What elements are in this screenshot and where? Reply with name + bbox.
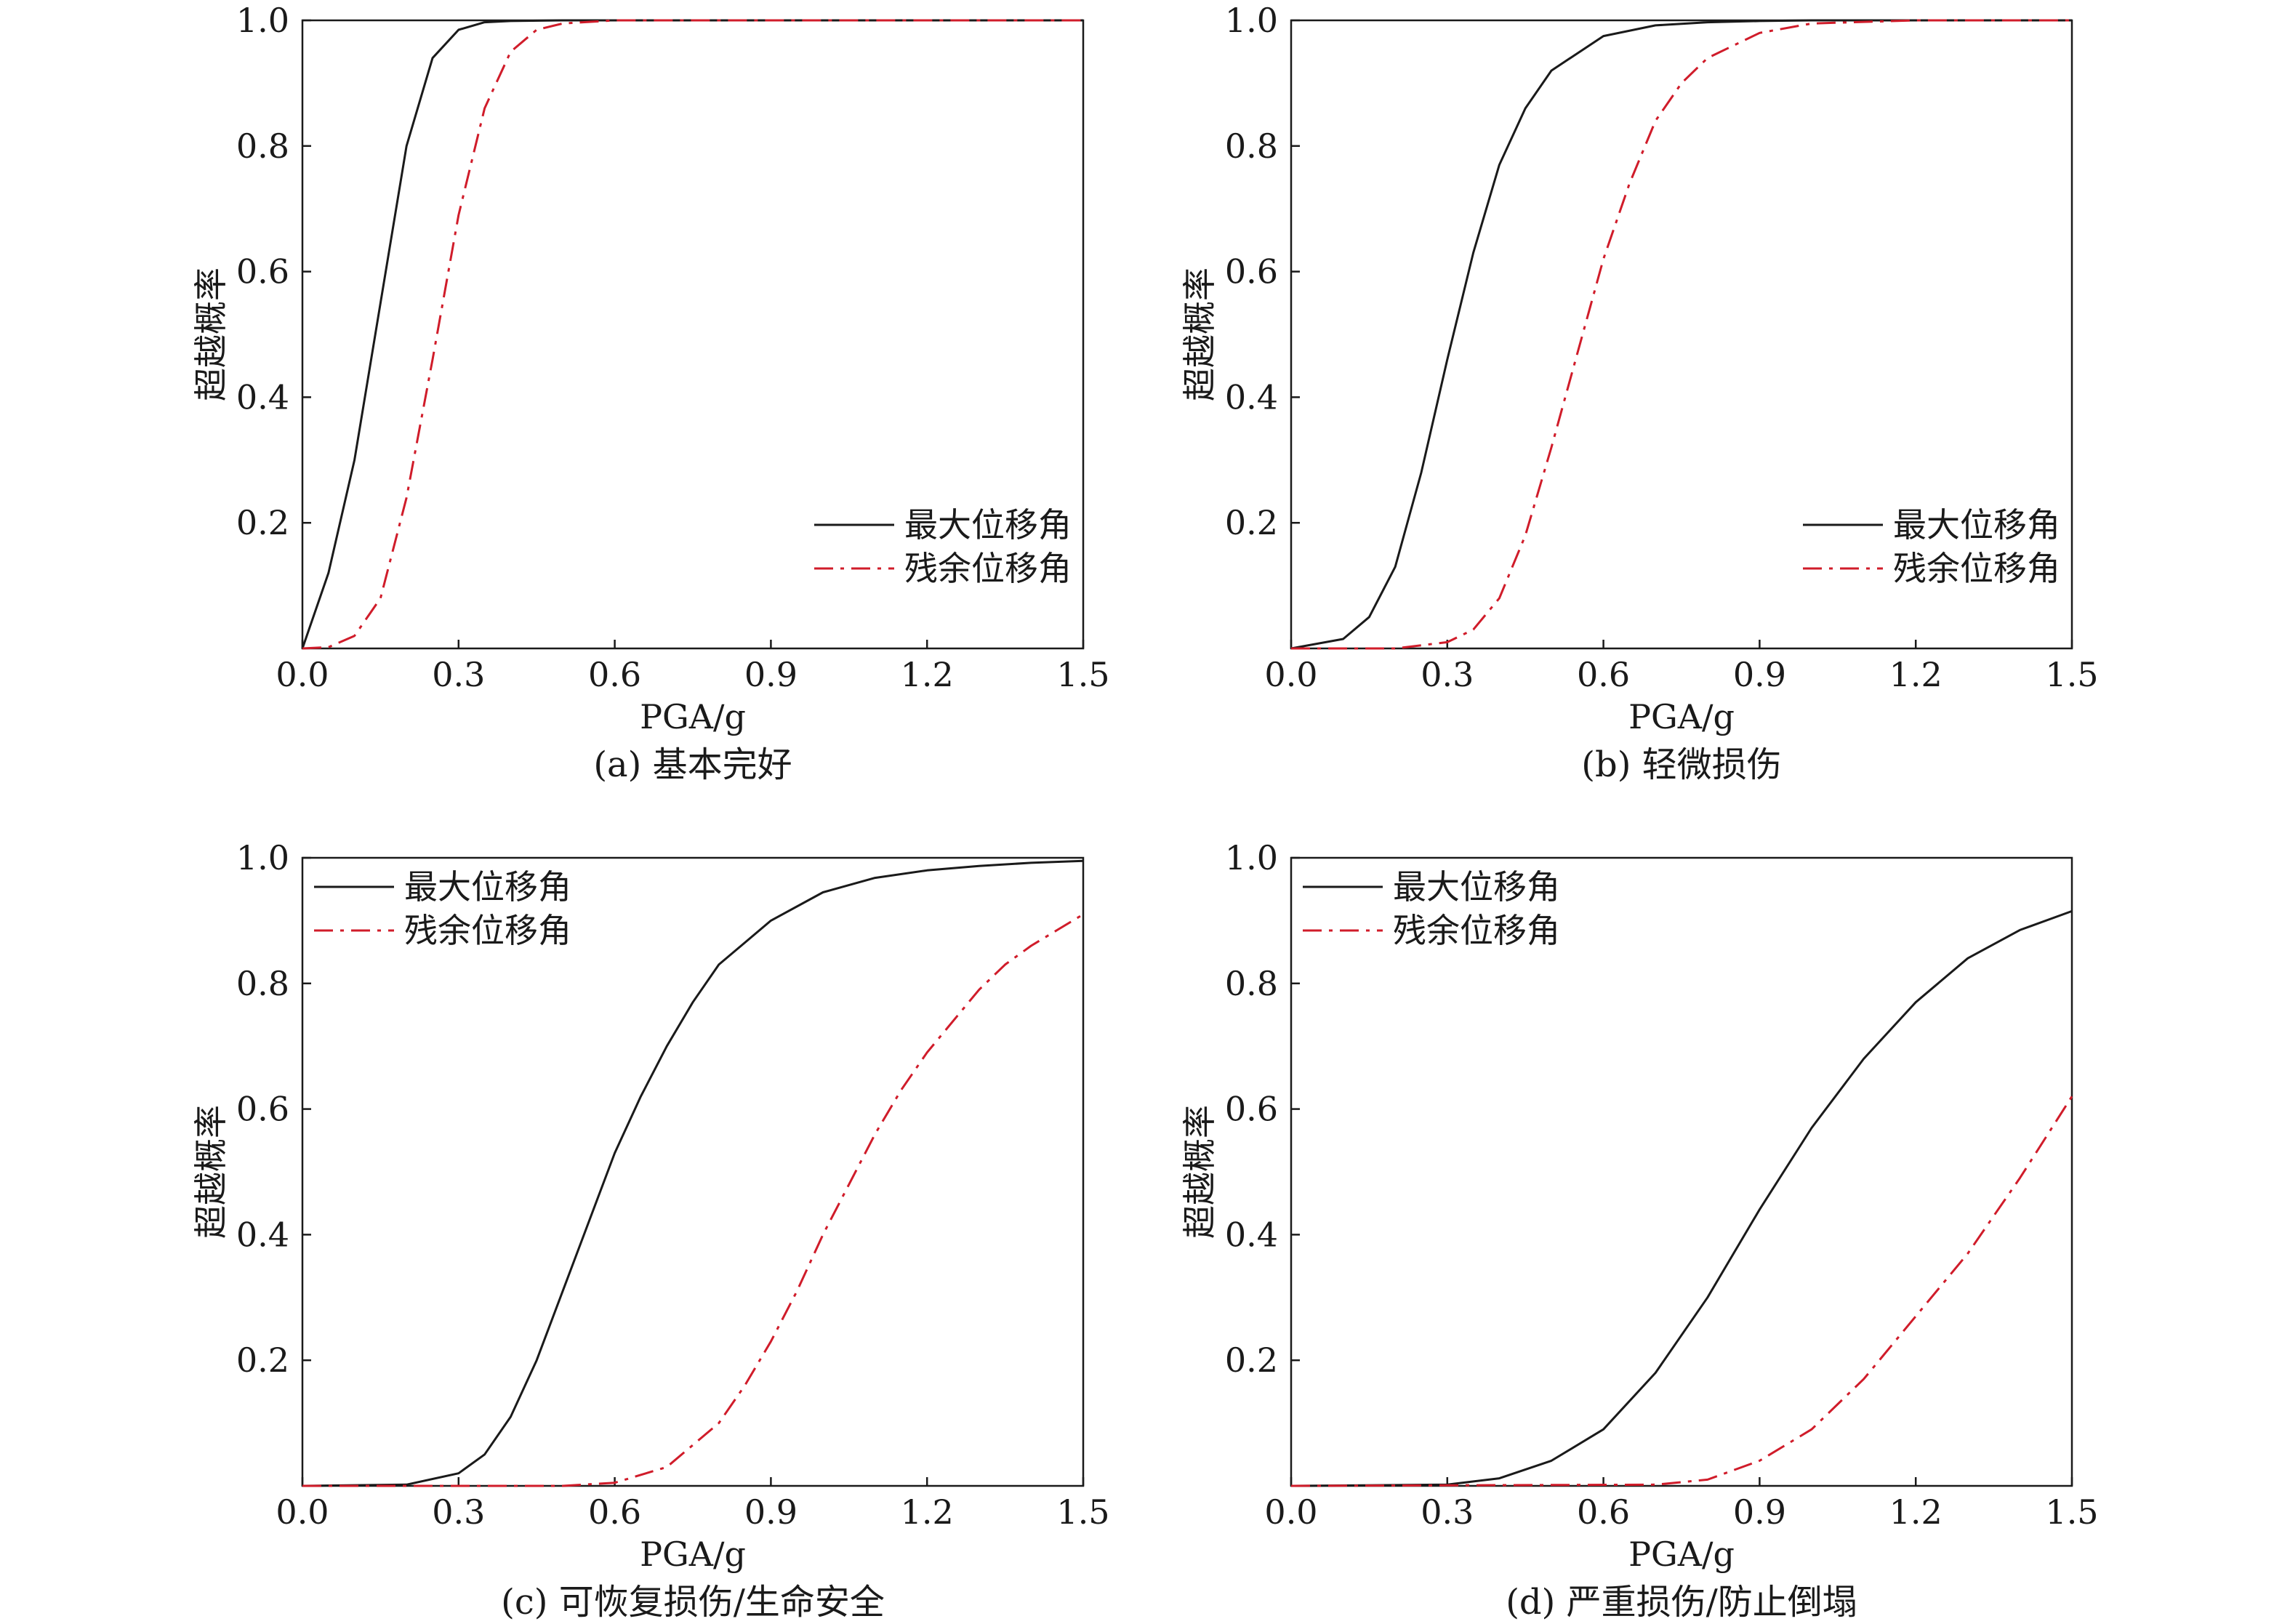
- x-tick-label: 1.2: [1889, 1492, 1943, 1532]
- x-tick-label: 0.0: [1264, 1492, 1317, 1532]
- x-tick-label: 1.2: [1889, 655, 1943, 694]
- legend-label-2: 残余位移角: [1393, 911, 1560, 950]
- series-line-2: [302, 19, 1083, 650]
- x-axis-label: PGA/g: [1628, 1535, 1735, 1574]
- chart-panel-3: 0.0 0.3 0.6 0.9 1.2 1.5 0.2 0.4 0.6 0.8 1.0 PGA/g 超越…: [191, 838, 1110, 1623]
- legend-label-1: 最大位移角: [1893, 505, 2060, 544]
- x-tick-label: 1.5: [2045, 1492, 2098, 1532]
- y-tick-label: 1.0: [236, 838, 289, 877]
- plot-frame: [1290, 856, 2073, 1487]
- x-tick-label: 0.9: [744, 655, 798, 694]
- legend-label-1: 最大位移角: [404, 867, 571, 907]
- x-tick-label: 0.9: [1733, 1492, 1786, 1532]
- legend-label-1: 最大位移角: [1393, 867, 1560, 907]
- series-line-2: [1290, 1096, 2073, 1487]
- x-axis-label: PGA/g: [640, 697, 746, 736]
- y-tick-label: 0.6: [1225, 1090, 1278, 1129]
- chart-panel-1: 0.0 0.3 0.6 0.9 1.2 1.5 0.2 0.4 0.6 0.8 1.0 PGA/g 超越…: [191, 1, 1110, 785]
- x-axis-label: PGA/g: [640, 1535, 746, 1574]
- x-tick-label: 1.5: [2045, 655, 2098, 694]
- y-tick-label: 0.4: [1225, 377, 1278, 417]
- legend-label-2: 残余位移角: [404, 911, 571, 950]
- y-tick-label: 0.6: [236, 252, 289, 292]
- y-tick-label: 0.2: [236, 503, 289, 542]
- y-tick-label: 0.2: [236, 1340, 289, 1380]
- x-tick-label: 1.2: [901, 655, 954, 694]
- y-tick-label: 0.8: [1225, 964, 1278, 1003]
- panel-caption: (a) 基本完好: [593, 744, 792, 785]
- x-tick-label: 1.5: [1056, 1492, 1109, 1532]
- y-tick-label: 0.8: [236, 964, 289, 1003]
- x-tick-label: 0.6: [1577, 655, 1630, 694]
- series-line-1: [302, 859, 1084, 1487]
- x-tick-label: 0.0: [276, 655, 329, 694]
- series-line-1: [1290, 19, 2072, 650]
- y-tick-label: 0.8: [1225, 126, 1278, 166]
- series-line-1: [1290, 909, 2073, 1487]
- x-tick-label: 0.6: [588, 655, 641, 694]
- x-tick-label: 0.3: [432, 1492, 485, 1532]
- panel-caption: (d) 严重损伤/防止倒塌: [1506, 1582, 1857, 1623]
- y-tick-label: 0.6: [1225, 252, 1278, 292]
- y-tick-label: 0.8: [236, 126, 289, 166]
- series-line-2: [302, 913, 1084, 1487]
- y-tick-label: 0.4: [236, 1215, 289, 1254]
- plot-frame: [1290, 19, 2073, 650]
- y-tick-label: 0.4: [1225, 1215, 1278, 1254]
- y-tick-label: 1.0: [236, 1, 289, 40]
- x-tick-label: 0.3: [1421, 655, 1474, 694]
- y-axis-label: 超越概率: [1180, 268, 1219, 401]
- chart-panel-2: 0.0 0.3 0.6 0.9 1.2 1.5 0.2 0.4 0.6 0.8 1.0 PGA/g 超越…: [1180, 1, 2099, 785]
- series-line-2: [1291, 19, 2072, 650]
- x-axis-label: PGA/g: [1628, 697, 1735, 736]
- panel-caption: (b) 轻微损伤: [1581, 744, 1781, 785]
- x-tick-label: 0.3: [1421, 1492, 1474, 1532]
- x-tick-label: 1.2: [901, 1492, 954, 1532]
- y-axis-label: 超越概率: [191, 268, 230, 401]
- legend-label-2: 残余位移角: [904, 549, 1072, 588]
- panel-caption: (c) 可恢复损伤/生命安全: [501, 1582, 885, 1623]
- x-tick-label: 0.9: [744, 1492, 798, 1532]
- legend-label-2: 残余位移角: [1893, 549, 2060, 588]
- legend-label-1: 最大位移角: [904, 505, 1072, 544]
- y-tick-label: 1.0: [1225, 838, 1278, 877]
- chart-panel-4: 0.0 0.3 0.6 0.9 1.2 1.5 0.2 0.4 0.6 0.8 1.0 PGA/g 超越…: [1180, 838, 2099, 1623]
- y-tick-label: 0.4: [236, 377, 289, 417]
- y-axis-label: 超越概率: [191, 1105, 230, 1239]
- y-tick-label: 1.0: [1225, 1, 1278, 40]
- x-tick-label: 0.0: [276, 1492, 329, 1532]
- y-tick-label: 0.2: [1225, 503, 1278, 542]
- y-axis-label: 超越概率: [1180, 1105, 1219, 1239]
- y-tick-label: 0.6: [236, 1090, 289, 1129]
- y-tick-label: 0.2: [1225, 1340, 1278, 1380]
- x-tick-label: 0.6: [1577, 1492, 1630, 1532]
- x-tick-label: 0.6: [588, 1492, 641, 1532]
- plot-frame: [301, 856, 1085, 1487]
- x-tick-label: 0.9: [1733, 655, 1786, 694]
- x-tick-label: 1.5: [1056, 655, 1109, 694]
- x-tick-label: 0.3: [432, 655, 485, 694]
- x-tick-label: 0.0: [1264, 655, 1317, 694]
